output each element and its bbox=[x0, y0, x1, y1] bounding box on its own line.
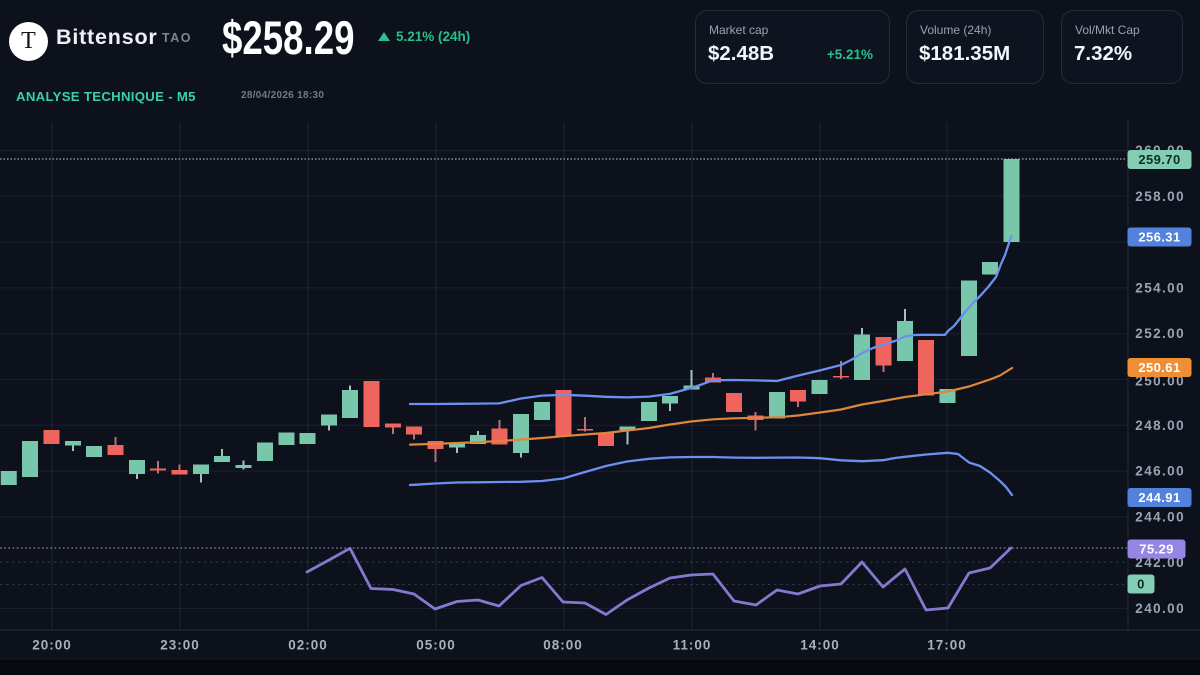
svg-text:242.00: 242.00 bbox=[1135, 555, 1185, 570]
svg-text:258.00: 258.00 bbox=[1135, 189, 1185, 204]
svg-text:246.00: 246.00 bbox=[1135, 464, 1185, 479]
svg-text:14:00: 14:00 bbox=[800, 638, 840, 653]
svg-text:259.70: 259.70 bbox=[1138, 152, 1180, 167]
svg-text:20:00: 20:00 bbox=[32, 638, 72, 653]
svg-text:256.31: 256.31 bbox=[1138, 230, 1180, 245]
svg-text:11:00: 11:00 bbox=[673, 638, 712, 653]
svg-text:252.00: 252.00 bbox=[1135, 326, 1185, 341]
svg-text:0: 0 bbox=[1137, 577, 1145, 592]
svg-text:02:00: 02:00 bbox=[288, 638, 328, 653]
svg-text:17:00: 17:00 bbox=[927, 638, 967, 653]
svg-text:250.61: 250.61 bbox=[1138, 360, 1180, 375]
svg-text:23:00: 23:00 bbox=[160, 638, 200, 653]
svg-text:244.00: 244.00 bbox=[1135, 509, 1185, 524]
svg-text:05:00: 05:00 bbox=[416, 638, 456, 653]
svg-text:75.29: 75.29 bbox=[1139, 542, 1174, 557]
svg-text:08:00: 08:00 bbox=[543, 638, 583, 653]
svg-text:254.00: 254.00 bbox=[1135, 280, 1185, 295]
svg-text:248.00: 248.00 bbox=[1135, 418, 1185, 433]
svg-text:244.91: 244.91 bbox=[1138, 490, 1180, 505]
svg-text:240.00: 240.00 bbox=[1135, 601, 1185, 616]
svg-text:250.00: 250.00 bbox=[1135, 374, 1185, 389]
